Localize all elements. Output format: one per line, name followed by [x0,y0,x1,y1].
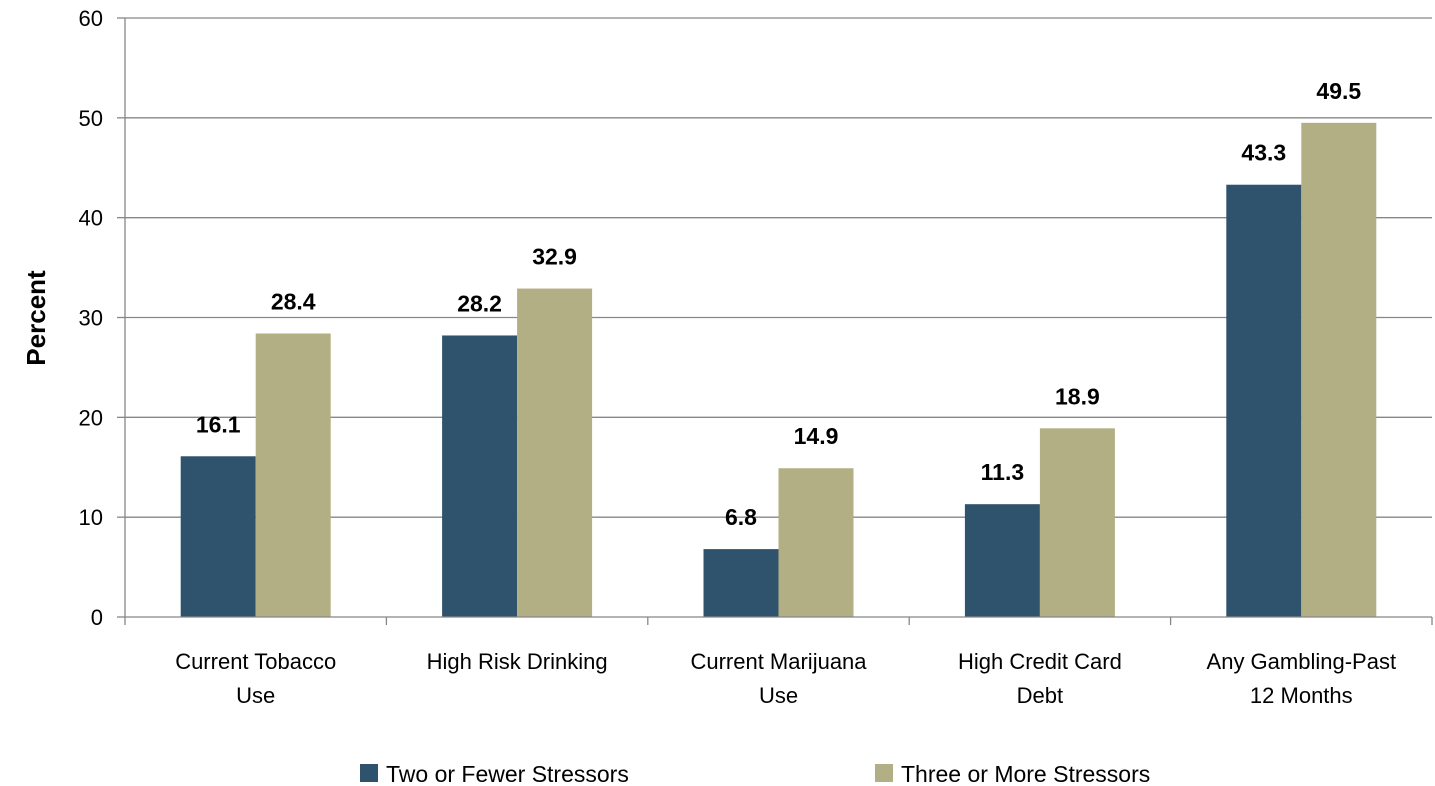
data-label: 43.3 [1241,140,1286,166]
legend-swatch [360,764,378,782]
bar-two-or-fewer [703,549,779,617]
data-label: 6.8 [725,504,757,530]
bar-two-or-fewer [442,335,518,617]
x-category-label: High Risk Drinking [427,649,608,674]
bar-three-or-more [517,288,593,617]
x-category-label: Use [236,683,275,708]
data-label: 32.9 [532,244,577,270]
axes [124,18,1433,625]
bar-three-or-more [255,333,331,617]
gridlines [117,17,1432,618]
y-tick-label: 40 [79,206,103,231]
y-tick-label: 10 [79,505,103,530]
x-category-labels: Current Tobacco Use High Risk Drinking Curr… [175,649,1396,708]
y-axis-title: Percent [21,270,51,366]
x-category-label: Current Marijuana [690,649,867,674]
bar-two-or-fewer [180,456,256,617]
legend: Two or Fewer Stressors Three or More Stre… [360,761,1150,786]
data-label: 11.3 [981,459,1025,485]
data-labels: 16.1 28.2 6.8 11.3 43.3 28.4 32.9 14.9 18.9 49.5 [196,78,1362,530]
bar-three-or-more [778,468,854,617]
y-tick-label: 60 [79,6,103,31]
data-label: 16.1 [196,411,241,437]
bar-three-or-more [1039,428,1115,617]
x-category-label: 12 Months [1250,683,1353,708]
data-label: 28.2 [457,290,502,316]
x-category-label: High Credit Card [958,649,1122,674]
data-label: 49.5 [1316,78,1361,104]
data-label: 14.9 [794,423,839,449]
legend-label: Two or Fewer Stressors [386,761,629,786]
x-category-label: Use [759,683,798,708]
y-tick-label: 50 [79,106,103,131]
data-label: 18.9 [1055,383,1100,409]
y-tick-label: 0 [91,605,103,630]
bar-three-or-more [1301,122,1377,617]
y-tick-labels: 0 10 20 30 40 50 60 [79,6,103,630]
bars [180,122,1377,617]
x-category-label: Debt [1017,683,1063,708]
legend-label: Three or More Stressors [901,761,1150,786]
y-tick-label: 30 [79,306,103,331]
y-tick-label: 20 [79,405,103,430]
legend-swatch [875,764,893,782]
x-category-label: Current Tobacco [175,649,336,674]
bar-two-or-fewer [1226,184,1302,617]
data-label: 28.4 [271,288,316,314]
x-category-label: Any Gambling-Past [1207,649,1397,674]
bar-two-or-fewer [964,504,1040,617]
